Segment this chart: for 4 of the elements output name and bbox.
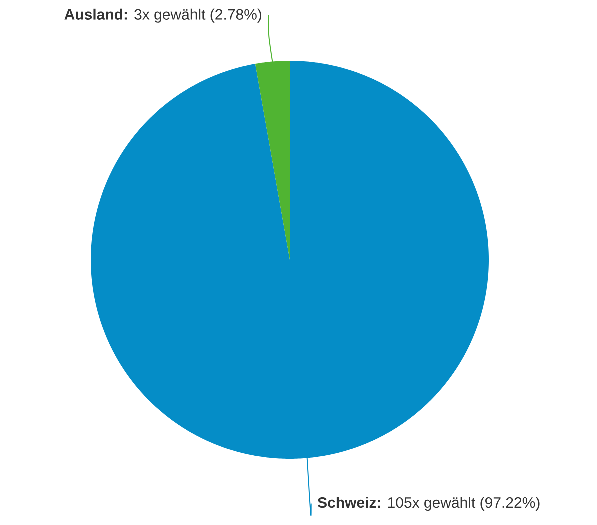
data-label: : 3x gewählt (2.78%) [124, 9, 262, 24]
slice-label: Schweiz [318, 497, 376, 508]
data-label: : 105x gewählt (97.22%) [378, 497, 540, 512]
slice-label: Ausland [64, 9, 123, 20]
